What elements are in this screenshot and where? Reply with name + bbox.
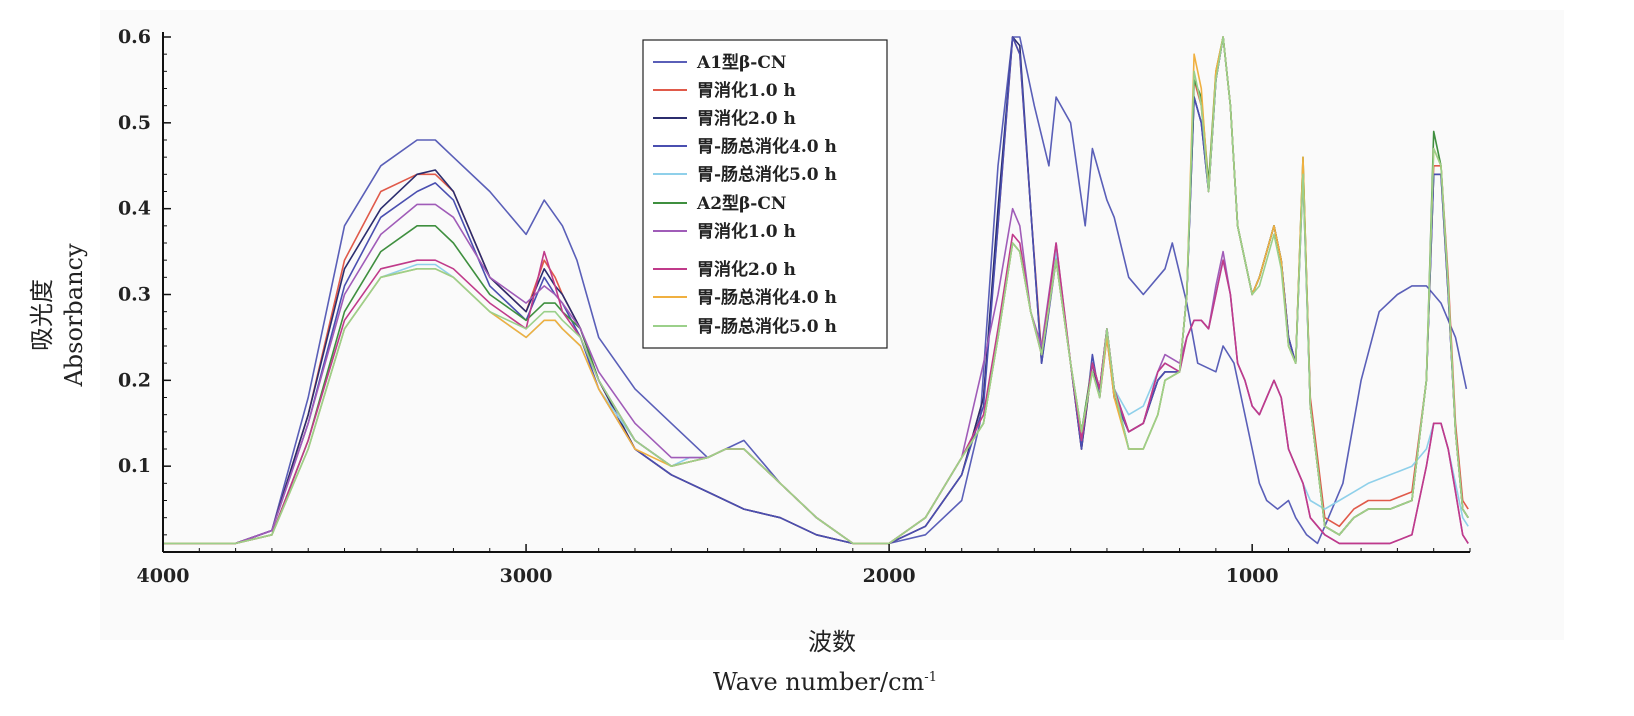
legend-label-7: 胃消化1.0 h bbox=[697, 221, 796, 242]
x-axis-title-sup: -1 bbox=[924, 670, 937, 685]
y-tick-label: 0.4 bbox=[118, 198, 151, 220]
y-tick-label: 0.6 bbox=[118, 26, 151, 48]
legend-label-4: 胃-肠总消化4.0 h bbox=[697, 136, 837, 157]
legend-label-3: 胃消化2.0 h bbox=[697, 108, 796, 129]
x-tick-label: 2000 bbox=[863, 565, 916, 587]
y-tick-label: 0.2 bbox=[118, 369, 151, 391]
legend: A1型β-CN 胃消化1.0 h 胃消化2.0 h 胃-肠总消化4.0 h 胃-肠总消化… bbox=[642, 39, 888, 349]
x-axis-title-en: Wave number/cm-1 bbox=[713, 668, 937, 696]
legend-label-1: A1型β-CN bbox=[696, 52, 786, 73]
legend-label-2: 胃消化1.0 h bbox=[697, 80, 796, 101]
y-tick-label: 0.5 bbox=[118, 112, 151, 134]
legend-label-8: 胃消化2.0 h bbox=[697, 259, 796, 280]
series-layer bbox=[163, 36, 1469, 545]
series-line-10 bbox=[163, 36, 1469, 545]
y-axis-title-en: Absorbancy bbox=[60, 243, 88, 388]
axes-layer: 0.1 0.2 0.3 0.4 0.5 0.6 4000 3000 2000 1000 bbox=[118, 26, 1471, 587]
x-tick-label: 4000 bbox=[137, 565, 190, 587]
y-tick-label: 0.1 bbox=[118, 455, 151, 477]
y-axis-title: 吸光度 bbox=[28, 279, 56, 351]
x-axis-title-en-text: Wave number/cm bbox=[713, 668, 925, 696]
x-tick-label: 1000 bbox=[1226, 565, 1279, 587]
legend-label-5: 胃-肠总消化5.0 h bbox=[697, 164, 837, 185]
legend-label-9: 胃-肠总消化4.0 h bbox=[697, 287, 837, 308]
x-axis-title: 波数 bbox=[808, 628, 856, 656]
x-tick-label: 3000 bbox=[500, 565, 553, 587]
y-tick-label: 0.3 bbox=[118, 284, 151, 306]
legend-label-10: 胃-肠总消化5.0 h bbox=[697, 316, 837, 337]
series-line-1 bbox=[163, 36, 1468, 545]
legend-label-6: A2型β-CN bbox=[696, 193, 786, 214]
series-line-8 bbox=[163, 233, 1469, 545]
